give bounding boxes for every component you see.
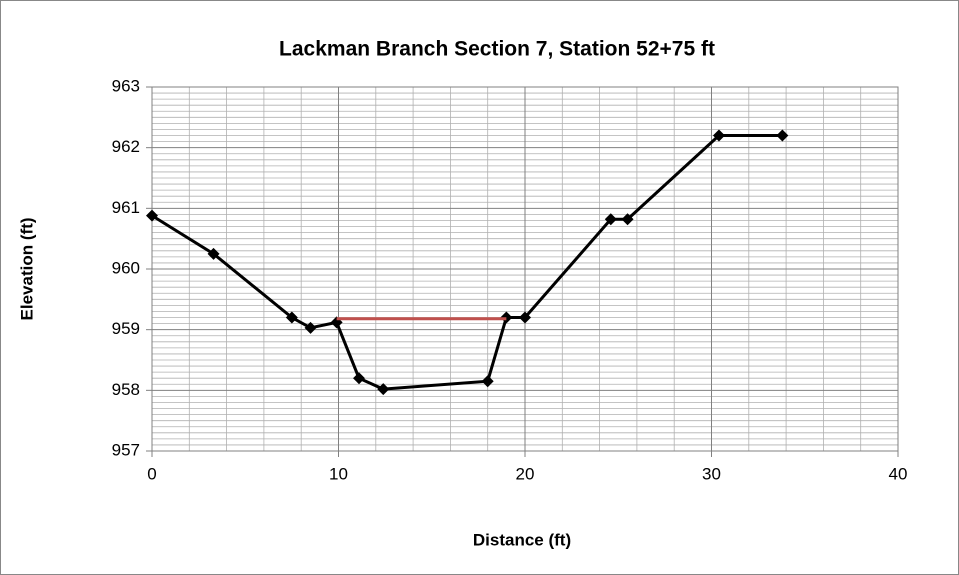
marker xyxy=(353,372,366,385)
marker xyxy=(776,129,789,142)
x-tick-label: 10 xyxy=(329,464,348,483)
marker xyxy=(207,247,220,260)
marker xyxy=(621,213,634,226)
plot-border xyxy=(151,86,899,452)
marker xyxy=(304,321,317,334)
marker xyxy=(481,375,494,388)
marker xyxy=(285,311,298,324)
x-tick-label: 40 xyxy=(889,464,908,483)
x-axis-title: Distance (ft) xyxy=(473,530,571,549)
y-tick-label: 957 xyxy=(112,440,140,459)
y-axis-title: Elevation (ft) xyxy=(17,218,36,321)
y-tick-label: 962 xyxy=(112,137,140,156)
marker xyxy=(146,209,158,222)
marker xyxy=(519,311,531,324)
marker xyxy=(712,129,725,142)
y-tick-label: 959 xyxy=(112,319,140,338)
chart-title: Lackman Branch Section 7, Station 52+75 … xyxy=(279,38,715,61)
x-tick-label: 30 xyxy=(702,464,721,483)
x-tick-label: 20 xyxy=(516,464,535,483)
marker xyxy=(377,383,390,396)
y-tick-label: 961 xyxy=(112,198,140,217)
y-tick-label: 958 xyxy=(112,380,140,399)
marker xyxy=(604,213,617,226)
y-tick-label: 960 xyxy=(112,258,140,277)
y-tick-label: 963 xyxy=(112,76,140,95)
x-tick-label: 0 xyxy=(147,464,156,483)
